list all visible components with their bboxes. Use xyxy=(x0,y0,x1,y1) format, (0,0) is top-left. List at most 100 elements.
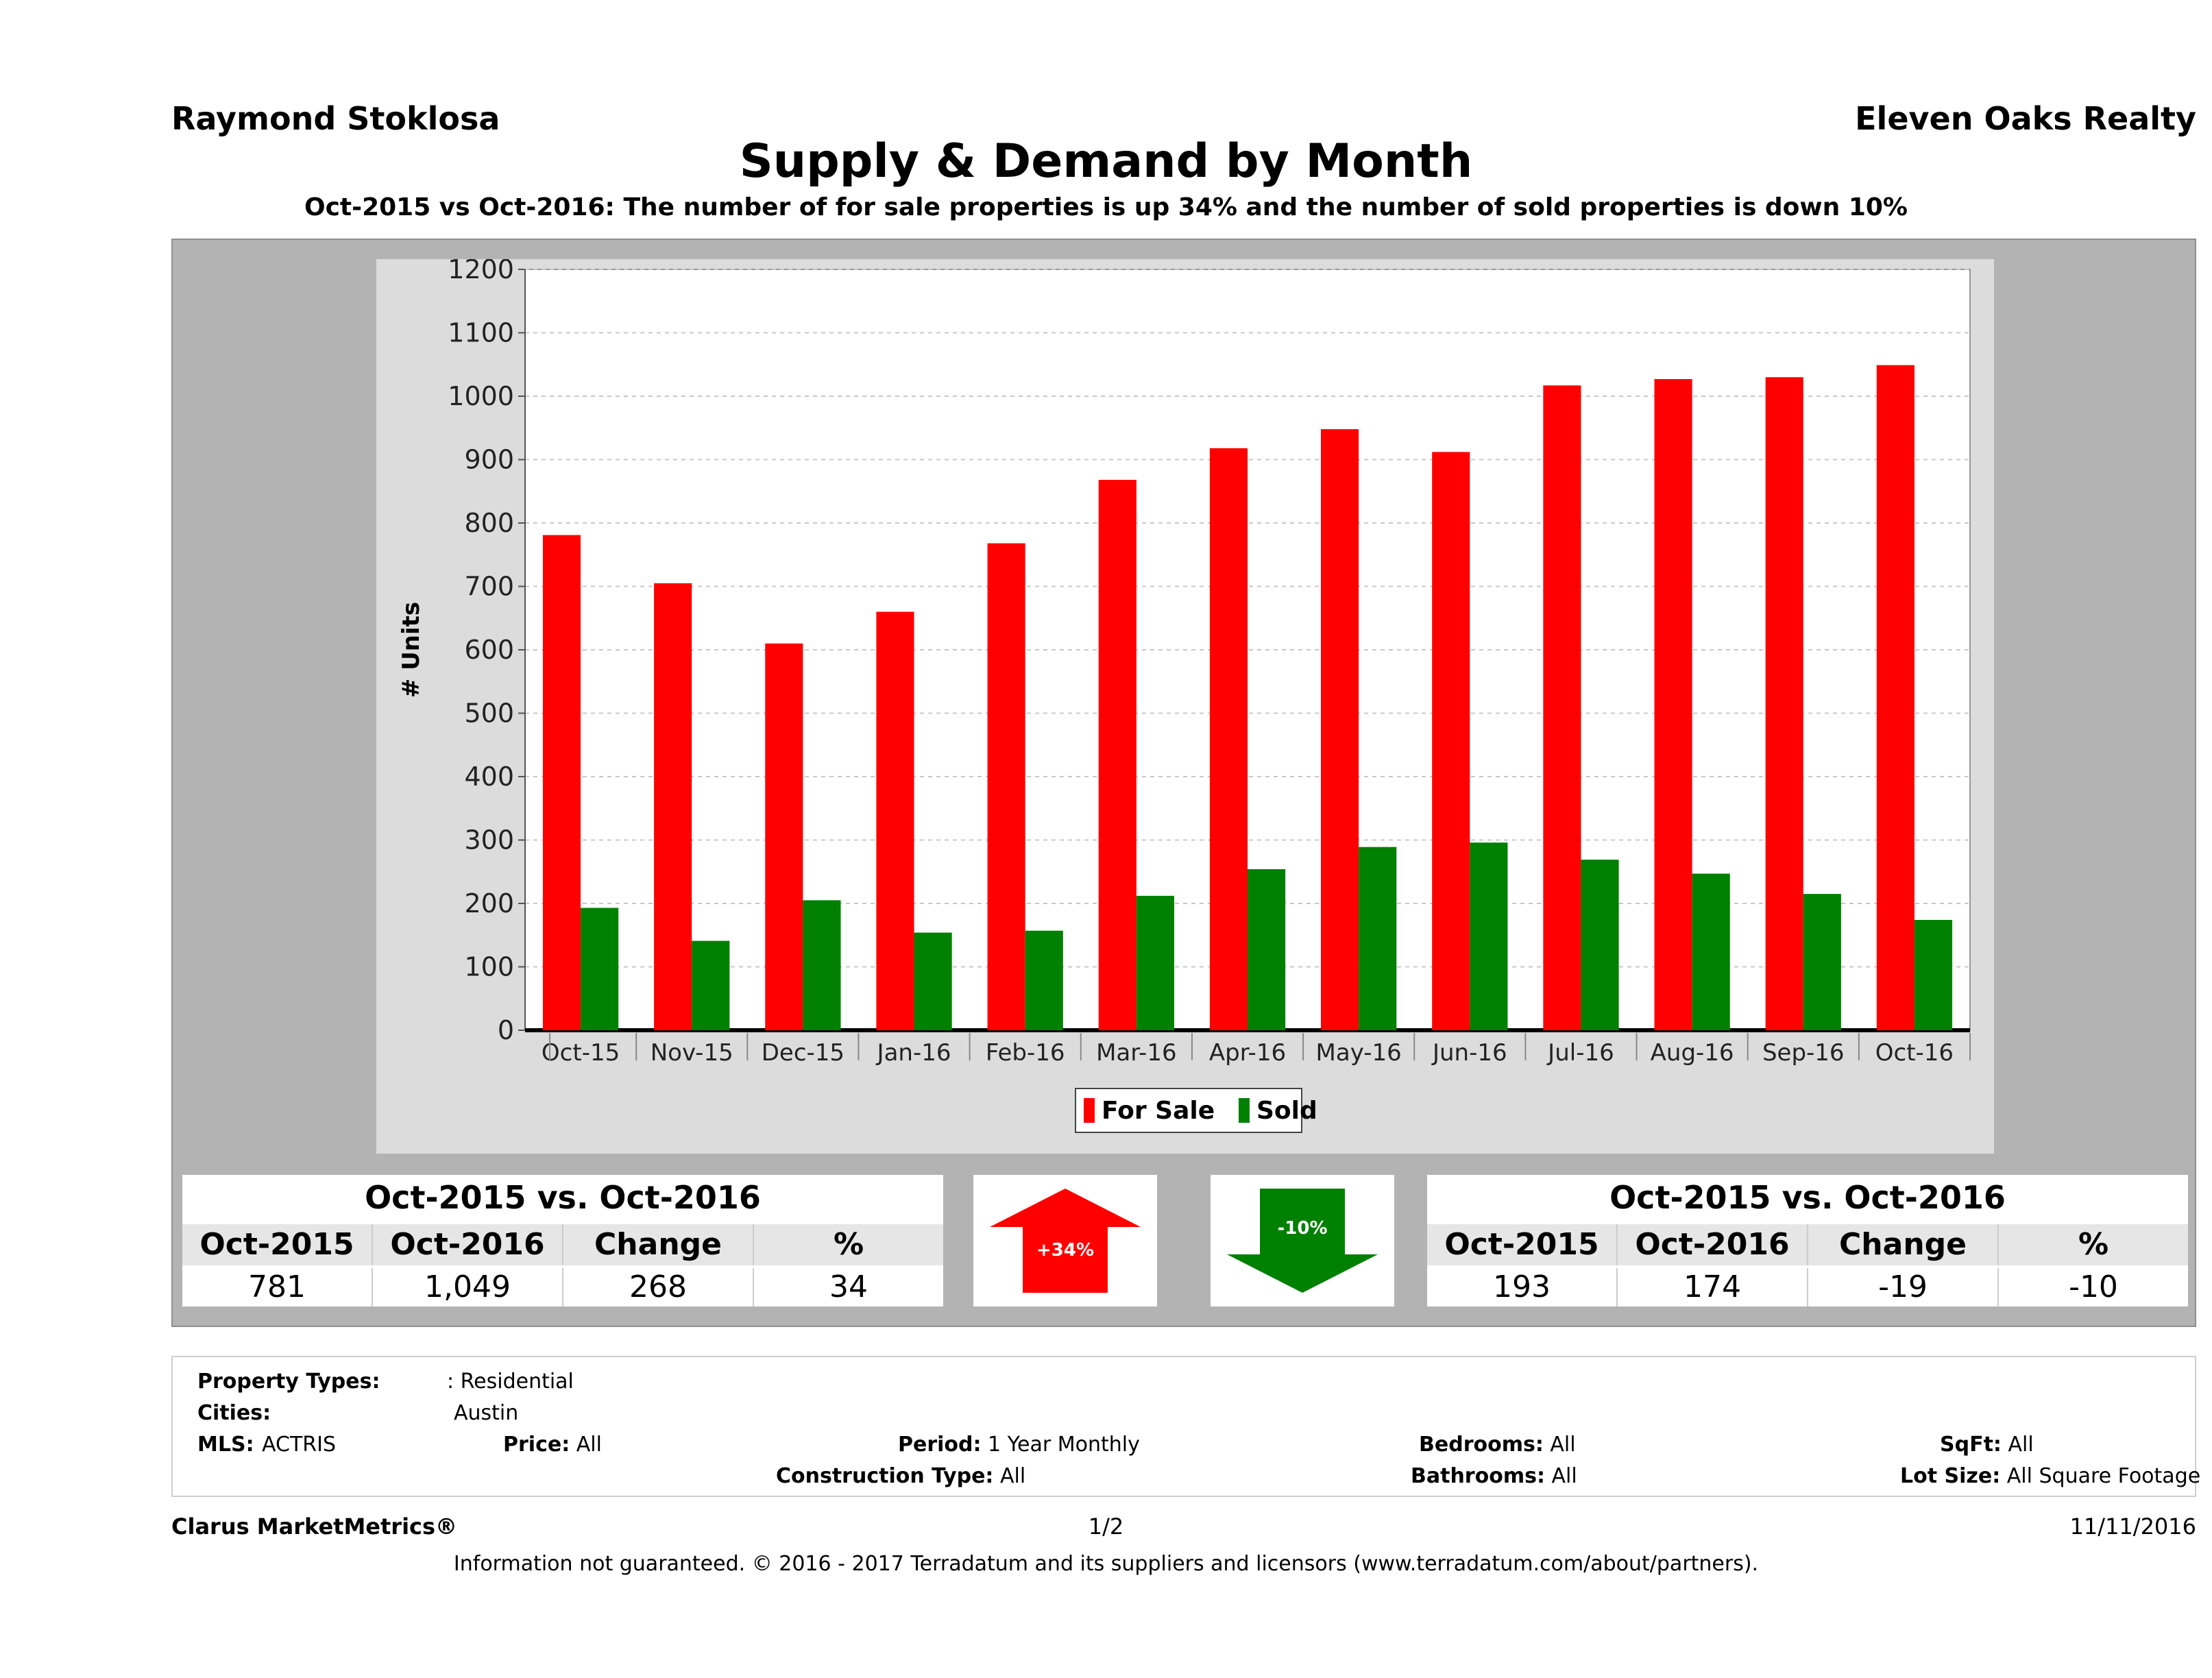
forsale-table-value-row: 781 1,049 268 34 xyxy=(182,1268,943,1306)
y-tick-label: 900 xyxy=(464,445,514,475)
bar-for-sale xyxy=(765,643,803,1030)
x-tick-label: May-16 xyxy=(1316,1039,1402,1067)
cities-value: Austin xyxy=(454,1401,519,1425)
bathrooms-label: Bathrooms: xyxy=(1411,1464,1545,1488)
page-title: Supply & Demand by Month xyxy=(739,134,1473,189)
bar-for-sale xyxy=(1209,448,1248,1030)
sold-col-oct2016: Oct-2016 xyxy=(1618,1224,1808,1265)
legend-swatch xyxy=(1084,1098,1095,1123)
cities-label: Cities: xyxy=(197,1401,271,1425)
price-value: All xyxy=(576,1433,602,1457)
sold-table-header-row: Oct-2015 Oct-2016 Change % xyxy=(1427,1224,2188,1265)
bar-sold xyxy=(1803,894,1841,1030)
forsale-col-oct2016: Oct-2016 xyxy=(373,1224,563,1265)
down-arrow-label: -10% xyxy=(1277,1218,1327,1239)
company-name: Eleven Oaks Realty xyxy=(1855,100,2196,137)
x-tick-label: Jun-16 xyxy=(1431,1039,1507,1067)
bar-for-sale xyxy=(876,611,914,1030)
up-arrow-icon: +34% xyxy=(990,1189,1141,1293)
forsale-val-change: 268 xyxy=(563,1268,754,1306)
forsale-val-oct2016: 1,049 xyxy=(373,1268,563,1306)
x-tick-label: Jul-16 xyxy=(1546,1039,1614,1067)
x-tick-label: Nov-15 xyxy=(651,1039,733,1067)
x-tick-label: Jan-16 xyxy=(876,1039,951,1067)
bar-sold xyxy=(581,908,619,1030)
sold-table-value-row: 193 174 -19 -10 xyxy=(1427,1268,2188,1306)
sold-col-change: Change xyxy=(1808,1224,1999,1265)
y-tick-label: 1200 xyxy=(448,259,514,284)
sqft-value: All xyxy=(2008,1433,2034,1457)
y-tick-label: 800 xyxy=(464,508,514,538)
up-arrow-label: +34% xyxy=(1036,1240,1094,1261)
bar-sold xyxy=(1025,930,1063,1030)
bar-sold xyxy=(1136,895,1174,1030)
x-tick-label: Feb-16 xyxy=(986,1039,1065,1067)
bar-for-sale xyxy=(1654,379,1692,1030)
bar-sold xyxy=(803,900,841,1030)
y-tick-label: 500 xyxy=(464,698,514,729)
forsale-val-percent: 34 xyxy=(829,1269,868,1304)
forsale-val-oct2015: 781 xyxy=(182,1268,373,1306)
legend-label: For Sale xyxy=(1102,1097,1215,1125)
forsale-col-oct2015: Oct-2015 xyxy=(182,1224,373,1265)
mls-value: ACTRIS xyxy=(262,1433,337,1457)
bar-sold xyxy=(1692,873,1730,1030)
sold-comparison-table: Oct-2015 vs. Oct-2016 Oct-2015 Oct-2016 … xyxy=(1427,1175,2188,1306)
bar-chart: 0 100 200 300 400 500 600 700 800 900 1000 1100 1200… xyxy=(398,254,1971,1133)
forsale-comparison-table: Oct-2015 vs. Oct-2016 Oct-2015 Oct-2016 … xyxy=(182,1175,943,1306)
bar-for-sale xyxy=(654,583,692,1030)
lot-size-value: All Square Footage xyxy=(2006,1464,2201,1488)
x-tick-label: Oct-15 xyxy=(542,1039,620,1067)
bar-for-sale xyxy=(1432,452,1470,1030)
bar-for-sale xyxy=(1321,429,1359,1030)
legend-box xyxy=(1075,1088,1302,1133)
bar-for-sale xyxy=(1543,385,1581,1030)
mls-label: MLS: xyxy=(197,1433,254,1457)
report-date: 11/11/2016 xyxy=(2069,1513,2196,1540)
bar-for-sale xyxy=(1098,480,1137,1030)
y-tick-label: 0 xyxy=(498,1015,514,1045)
bar-sold xyxy=(1359,847,1397,1030)
sold-col-percent: % xyxy=(2078,1227,2109,1262)
x-tick-label: Dec-15 xyxy=(762,1039,844,1067)
sold-val-oct2016: 174 xyxy=(1618,1268,1808,1306)
bar-for-sale xyxy=(542,535,581,1030)
y-tick-label: 1000 xyxy=(448,381,514,411)
y-tick-label: 300 xyxy=(464,825,514,855)
bathrooms-value: All xyxy=(1551,1464,1577,1488)
page-subtitle: Oct-2015 vs Oct-2016: The number of for … xyxy=(304,193,1908,221)
agent-name: Raymond Stoklosa xyxy=(171,100,500,137)
property-types-value: : Residential xyxy=(447,1370,574,1394)
y-tick-label: 600 xyxy=(464,635,514,665)
bar-sold xyxy=(1914,920,1953,1030)
bar-sold xyxy=(1470,842,1508,1030)
y-tick-label: 1100 xyxy=(448,318,514,348)
y-tick-label: 400 xyxy=(464,762,514,792)
down-arrow-icon: -10% xyxy=(1227,1189,1378,1293)
bar-sold xyxy=(1581,860,1619,1030)
x-tick-label: Sep-16 xyxy=(1762,1039,1845,1067)
x-tick-label: Apr-16 xyxy=(1209,1039,1286,1067)
property-types-label: Property Types: xyxy=(197,1370,380,1394)
legend-label: Sold xyxy=(1256,1097,1317,1125)
legend-swatch xyxy=(1239,1098,1250,1123)
forsale-col-percent: % xyxy=(833,1227,864,1262)
sold-table-caption: Oct-2015 vs. Oct-2016 xyxy=(1609,1179,2006,1216)
y-tick-label: 700 xyxy=(464,572,514,602)
construction-type-label: Construction Type: xyxy=(776,1464,994,1488)
forsale-table-header-row: Oct-2015 Oct-2016 Change % xyxy=(182,1224,943,1265)
bar-sold xyxy=(914,932,952,1030)
page-number: 1/2 xyxy=(1088,1513,1124,1540)
sold-val-percent: -10 xyxy=(2069,1269,2118,1304)
bedrooms-value: All xyxy=(1550,1433,1576,1457)
y-axis-label: # Units xyxy=(398,602,425,698)
construction-type-value: All xyxy=(999,1464,1026,1488)
sold-val-change: -19 xyxy=(1808,1268,1999,1306)
bar-sold xyxy=(692,940,730,1030)
chart-area: 0 100 200 300 400 500 600 700 800 900 1000 1100 1200… xyxy=(376,254,1994,1154)
footer-brand: Clarus MarketMetrics® xyxy=(171,1513,458,1540)
bar-for-sale xyxy=(987,543,1025,1030)
search-criteria-box: Property Types: : Residential Cities: Au… xyxy=(171,1356,2200,1497)
forsale-change-indicator: +34% xyxy=(973,1175,1157,1306)
x-tick-label: Mar-16 xyxy=(1096,1039,1177,1067)
